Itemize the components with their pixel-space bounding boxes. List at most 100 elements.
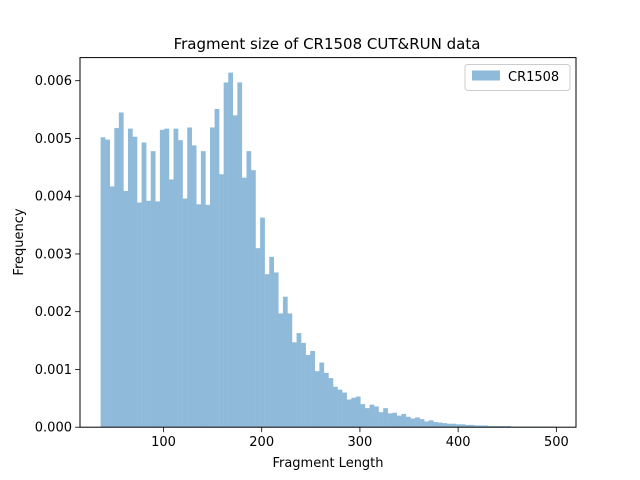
histogram-bar: [405, 416, 411, 428]
histogram-bar: [351, 397, 357, 428]
histogram-bar: [246, 151, 252, 428]
histogram-bar: [374, 406, 379, 428]
histogram-bar: [146, 200, 151, 428]
histogram-bar: [360, 404, 366, 428]
x-axis-label: Fragment Length: [272, 456, 383, 471]
histogram-bar: [241, 177, 247, 428]
legend-swatch: [472, 70, 500, 81]
histogram-bar: [483, 425, 489, 428]
histogram-bar: [260, 217, 265, 428]
histogram-bar: [251, 170, 256, 428]
histogram-bar: [164, 128, 170, 428]
histogram-bar: [168, 179, 174, 428]
y-tick-label: 0.004: [35, 190, 72, 205]
histogram-bar: [342, 392, 347, 428]
histogram-bar: [278, 313, 284, 428]
histogram-bar: [114, 128, 120, 428]
x-tick-label: 400: [446, 435, 471, 450]
y-axis-ticks: 0.000 0.001 0.002 0.003 0.004 0.005 0.006: [35, 74, 80, 436]
histogram-bar: [141, 142, 147, 428]
histogram-bar: [474, 425, 480, 428]
legend: CR1508: [464, 64, 571, 91]
histogram-bar: [228, 72, 233, 428]
x-tick-label: 100: [151, 435, 176, 450]
histogram-bar: [369, 404, 375, 428]
histogram-bar: [478, 425, 484, 428]
histogram-bar: [210, 127, 215, 428]
histogram-bars: [100, 72, 557, 428]
x-tick-label: 200: [249, 435, 274, 450]
y-tick-label: 0.000: [35, 421, 72, 436]
histogram-bar: [419, 419, 425, 428]
histogram-bar: [132, 136, 138, 428]
histogram-bar: [446, 423, 452, 428]
histogram-bar: [424, 421, 429, 428]
histogram-bar: [346, 399, 352, 428]
y-axis-label: Frequency: [12, 208, 27, 275]
histogram-bar: [437, 422, 443, 428]
histogram-bar: [492, 426, 498, 428]
histogram-bar: [182, 198, 188, 428]
histogram-bar: [396, 415, 402, 428]
histogram-bar: [214, 109, 220, 428]
histogram-bar: [205, 204, 211, 428]
y-tick-label: 0.003: [35, 247, 72, 262]
histogram-bar: [118, 112, 124, 428]
histogram-bar: [178, 140, 183, 428]
x-tick-label: 300: [348, 435, 373, 450]
histogram-bar: [150, 151, 156, 428]
histogram-bar: [319, 362, 325, 428]
histogram-bar: [392, 412, 398, 428]
histogram-bar: [378, 412, 384, 428]
histogram-bar: [282, 296, 288, 428]
histogram-bar: [328, 378, 334, 428]
histogram-bar: [237, 82, 243, 428]
histogram-bar: [159, 129, 165, 428]
y-tick-label: 0.006: [35, 74, 72, 89]
histogram-bar: [187, 127, 192, 428]
histogram-bar: [488, 426, 493, 428]
x-tick-label: 500: [544, 435, 569, 450]
histogram-bar: [287, 313, 293, 428]
histogram-bar: [173, 128, 179, 428]
plot-frame: [79, 57, 577, 428]
histogram-bar: [323, 372, 329, 428]
histogram-bar: [301, 342, 306, 428]
histogram-bar: [501, 426, 507, 428]
histogram-bar: [401, 413, 407, 428]
histogram-bar: [387, 413, 393, 428]
histogram-bar: [292, 342, 297, 428]
histogram-bar: [137, 202, 142, 428]
y-tick-label: 0.005: [35, 132, 72, 147]
histogram-bar: [465, 424, 470, 428]
histogram-bar: [460, 424, 466, 428]
histogram-bar: [100, 137, 106, 428]
chart-title: Fragment size of CR1508 CUT&RUN data: [174, 35, 481, 53]
histogram-bar: [451, 423, 457, 428]
x-axis-ticks: 100 200 300 400 500: [151, 427, 569, 450]
histogram-bar: [232, 115, 238, 428]
histogram-bar: [269, 256, 275, 428]
histogram-bar: [364, 408, 370, 428]
histogram-bar: [123, 191, 129, 428]
histogram-bar: [355, 396, 361, 428]
histogram-bar: [410, 418, 416, 428]
histogram-bar: [310, 350, 316, 428]
histogram-bar: [196, 204, 202, 428]
histogram-bar: [337, 389, 343, 428]
y-tick-label: 0.001: [35, 363, 72, 378]
histogram-bar: [456, 424, 461, 428]
histogram-bar: [314, 371, 320, 428]
histogram-bar: [506, 426, 511, 428]
histogram-bar: [155, 201, 161, 428]
histogram-bar: [469, 424, 475, 428]
legend-label: CR1508: [508, 70, 559, 85]
histogram-bar: [383, 408, 388, 428]
histogram-bar: [255, 248, 261, 428]
y-tick-label: 0.002: [35, 305, 72, 320]
histogram-bar: [333, 386, 338, 428]
histogram-bar: [497, 426, 502, 428]
histogram-bar: [109, 186, 115, 428]
histogram-bar: [105, 139, 110, 428]
